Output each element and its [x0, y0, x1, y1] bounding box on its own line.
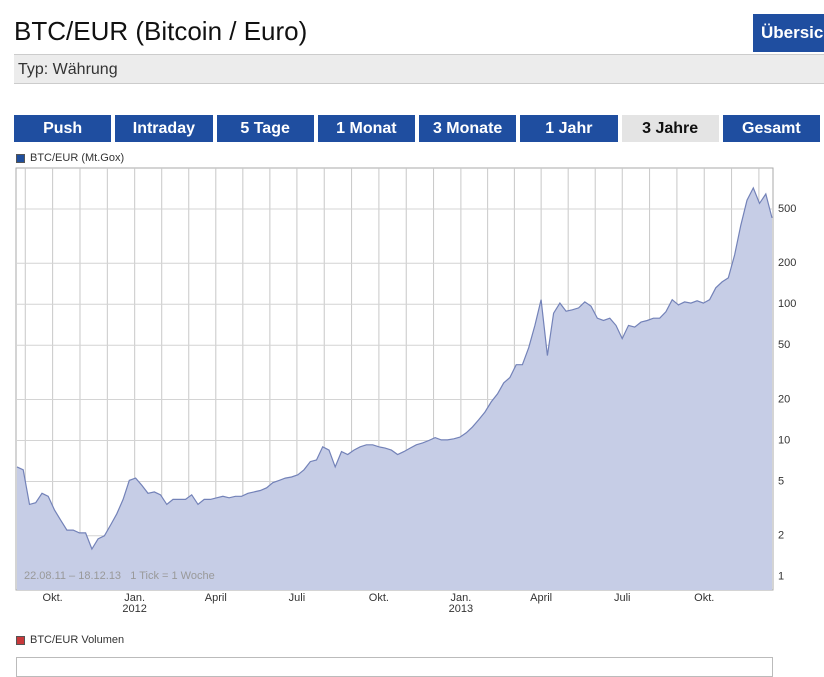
- x-tick-label: Juli: [288, 592, 306, 604]
- tab[interactable]: Push: [14, 115, 112, 142]
- tab[interactable]: Intraday: [115, 115, 213, 142]
- area-fill: [17, 187, 772, 590]
- legend-label: BTC/EUR (Mt.Gox): [30, 152, 125, 164]
- tab[interactable]: 1 Monat: [317, 115, 415, 142]
- range-annotation: 22.08.11 – 18.12.13 1 Tick = 1 Woche: [24, 570, 215, 582]
- tab[interactable]: 1 Jahr: [520, 115, 618, 142]
- x-tick-label: Okt.: [694, 592, 715, 604]
- tab[interactable]: 3 Monate: [419, 115, 517, 142]
- y-tick-label: 1: [778, 571, 784, 583]
- x-tick-label: Jan. 2013: [448, 592, 474, 615]
- y-tick-label: 500: [778, 203, 796, 215]
- legend-label: BTC/EUR Volumen: [30, 634, 125, 646]
- y-tick-label: 200: [778, 257, 796, 269]
- legend-swatch: [16, 635, 25, 645]
- x-tick-label: Jan. 2012: [122, 592, 147, 615]
- legend-swatch: [16, 153, 25, 163]
- tab[interactable]: 5 Tage: [216, 115, 314, 142]
- x-tick-label: April: [530, 592, 553, 604]
- x-tick-label: April: [204, 592, 227, 604]
- x-tick-label: Juli: [613, 592, 631, 604]
- y-tick-label: 2: [778, 530, 784, 542]
- y-tick-label: 5: [778, 475, 784, 487]
- tab[interactable]: 3 Jahre: [621, 115, 719, 142]
- y-tick-label: 10: [778, 434, 790, 446]
- tab-bar: Push Intraday 5 Tage 1 Monat 3 Monate 1 Jahr 3…: [14, 115, 824, 142]
- type-bar: Typ: Währung: [14, 54, 824, 84]
- y-tick-label: 100: [778, 298, 796, 310]
- tab[interactable]: Gesamt: [722, 115, 820, 142]
- legend: BTC/EUR (Mt.Gox): [16, 152, 124, 164]
- overview-button[interactable]: Übersicht: [753, 14, 824, 52]
- x-tick-label: Okt.: [42, 592, 63, 604]
- x-tick-label: Okt.: [368, 592, 389, 604]
- y-tick-label: 50: [778, 339, 790, 351]
- volume-panel: [16, 657, 773, 677]
- price-line: [16, 186, 773, 551]
- volume-legend: BTC/EUR Volumen: [16, 634, 124, 646]
- page-title: BTC/EUR (Bitcoin / Euro): [14, 16, 308, 46]
- y-tick-label: 20: [778, 393, 790, 405]
